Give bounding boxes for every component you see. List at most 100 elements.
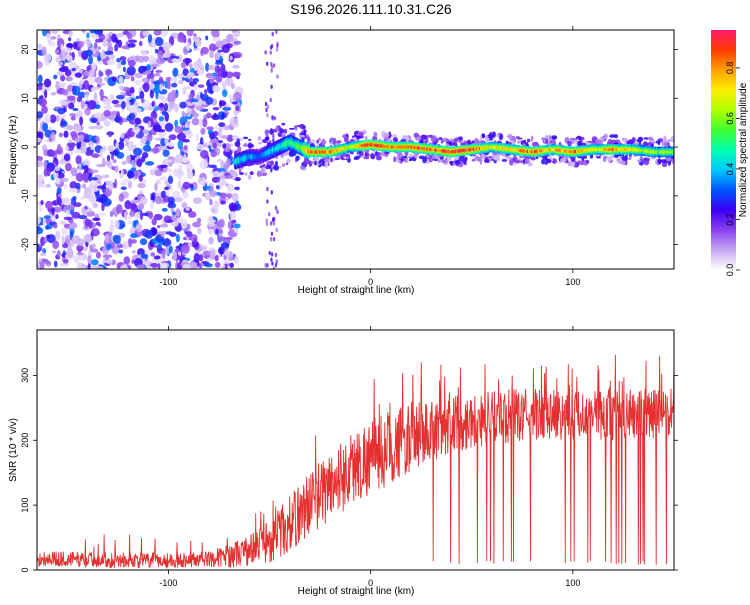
noise-blob: [113, 211, 119, 218]
noise-blob: [131, 259, 135, 264]
noise-blob: [220, 135, 229, 140]
noise-blob: [176, 132, 187, 141]
ridge-halo-blob: [479, 134, 483, 142]
colorbar-tick-label: 0.8: [725, 62, 735, 75]
noise-blob: [110, 53, 115, 60]
noise-blob: [49, 212, 58, 221]
noise-blob: [150, 262, 159, 268]
noise-blob: [272, 237, 276, 242]
noise-blob: [196, 105, 201, 110]
noise-blob: [90, 177, 98, 181]
ridge-halo-blob: [381, 150, 385, 157]
noise-blob: [157, 49, 164, 60]
noise-blob: [152, 147, 159, 154]
noise-blob: [73, 123, 82, 133]
noise-blob: [203, 89, 208, 95]
noise-blob: [266, 61, 269, 66]
ridge-halo-blob: [496, 153, 500, 158]
noise-blob: [274, 262, 278, 268]
noise-blob: [189, 63, 193, 70]
noise-blob: [186, 170, 194, 179]
noise-blob: [50, 131, 56, 141]
ridge-halo-blob: [549, 142, 554, 145]
spectrogram-x-tick-label: 100: [565, 277, 580, 287]
noise-blob: [45, 200, 53, 210]
noise-blob: [115, 94, 125, 100]
noise-blob: [196, 144, 205, 150]
noise-blob: [116, 204, 123, 214]
noise-blob: [209, 198, 213, 206]
noise-blob: [45, 225, 50, 230]
ridge-halo-blob: [260, 166, 266, 174]
noise-blob: [43, 159, 48, 170]
noise-blob: [145, 134, 153, 142]
ridge-peak: [671, 150, 674, 154]
noise-blob: [215, 228, 219, 235]
noise-blob: [175, 233, 180, 243]
noise-blob: [161, 249, 166, 259]
noise-blob: [70, 131, 78, 138]
noise-blob: [196, 227, 202, 235]
noise-blob: [66, 84, 74, 92]
noise-blob: [218, 140, 223, 144]
noise-blob: [72, 107, 79, 112]
ridge-halo-blob: [345, 134, 349, 137]
noise-blob: [120, 60, 127, 66]
noise-blob: [217, 143, 222, 148]
noise-blob: [106, 102, 111, 107]
noise-blob: [126, 66, 136, 76]
noise-blob: [218, 122, 226, 127]
noise-blob: [191, 112, 199, 118]
noise-blob: [220, 160, 224, 169]
noise-blob: [103, 120, 111, 127]
noise-blob: [153, 244, 158, 248]
noise-blob: [73, 255, 80, 264]
ridge-halo-blob: [641, 159, 647, 162]
noise-blob: [222, 143, 227, 149]
noise-blob: [210, 205, 218, 210]
noise-blob: [80, 100, 86, 110]
noise-blob: [94, 77, 103, 84]
noise-blob: [171, 82, 178, 88]
noise-blob: [135, 95, 140, 100]
noise-blob: [212, 85, 221, 93]
noise-blob: [165, 246, 170, 256]
noise-blob: [154, 72, 161, 77]
noise-blob: [68, 113, 76, 117]
noise-blob: [77, 214, 88, 220]
noise-blob: [270, 43, 274, 49]
snr-y-tick-label: 300: [20, 368, 30, 383]
noise-blob: [123, 256, 131, 265]
ridge-halo-blob: [639, 157, 644, 160]
noise-blob: [118, 140, 125, 150]
noise-blob: [43, 215, 51, 219]
spectrogram-y-tick-label: 10: [20, 93, 30, 103]
noise-blob: [150, 195, 155, 201]
noise-blob: [73, 41, 77, 50]
noise-blob: [164, 103, 168, 112]
ridge-halo-blob: [525, 157, 530, 164]
noise-blob: [76, 244, 84, 252]
noise-blob: [111, 110, 118, 116]
noise-blob: [58, 132, 63, 138]
ridge-halo-blob: [582, 156, 588, 159]
noise-blob: [230, 83, 235, 90]
snr-panel: -100 0 100 0 100 200 300 Height of straight li…: [8, 326, 678, 597]
spectrogram-frame: [36, 29, 675, 270]
noise-blob: [119, 181, 127, 185]
noise-blob: [106, 42, 113, 47]
noise-blob: [119, 264, 129, 269]
ridge-halo-blob: [666, 142, 670, 147]
noise-blob: [49, 114, 57, 124]
noise-blob: [65, 145, 70, 152]
noise-blob: [104, 174, 110, 179]
noise-blob: [126, 154, 132, 164]
ridge-halo-blob: [356, 135, 362, 139]
noise-blob: [269, 97, 272, 103]
noise-blob: [276, 209, 279, 215]
noise-blob: [62, 259, 69, 264]
ridge-halo-blob: [391, 134, 398, 138]
ridge-halo-blob: [392, 137, 399, 143]
noise-blob: [268, 212, 271, 217]
ridge-halo-blob: [438, 137, 443, 140]
